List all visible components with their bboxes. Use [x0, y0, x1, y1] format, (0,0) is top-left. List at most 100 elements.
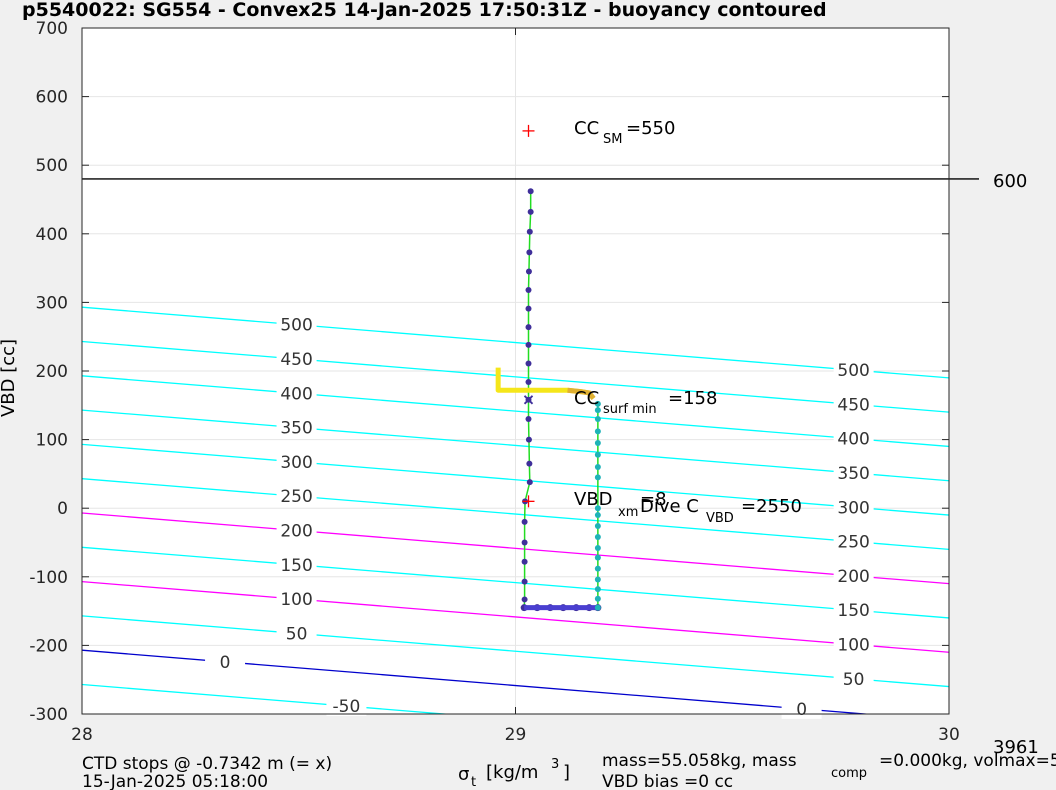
- climb-point: [594, 428, 601, 435]
- contour-label-left-400: 400: [280, 384, 312, 404]
- contour-label-right-450: 450: [837, 395, 869, 415]
- dive-point: [527, 188, 534, 195]
- climb-point: [594, 407, 601, 414]
- contour-label-left-0: 0: [220, 653, 231, 673]
- contour-label-bg: [833, 531, 874, 552]
- contour-line-100: [82, 580, 949, 653]
- contour-label-right-200: 200: [837, 567, 869, 587]
- data-series: [495, 188, 602, 612]
- y-tick-label: 500: [36, 156, 68, 176]
- contour-label-bg: [276, 623, 317, 644]
- y-axis-label: VBD [cc]: [0, 339, 19, 417]
- contour-label-bg: [205, 651, 246, 672]
- climb-point: [594, 534, 601, 541]
- contour-label-bg: [833, 565, 874, 586]
- x-axis-label-close: ]: [563, 762, 570, 783]
- vbd-xm-label: VBD: [574, 489, 613, 510]
- mass-text: mass=55.058kg, mass: [602, 751, 797, 771]
- dive-point: [525, 305, 532, 312]
- dive-c-label: Dive C: [640, 496, 699, 517]
- climb-point: [594, 400, 601, 407]
- contour-label-bg: [276, 589, 317, 610]
- dive-point: [521, 539, 528, 546]
- cc-surf-sub: surf min: [603, 402, 657, 417]
- x-tick-label: 29: [505, 725, 527, 745]
- y-tick-label: 0: [57, 499, 68, 519]
- cc-sm-sub: SM: [603, 132, 622, 147]
- contour-label-left-50: 50: [286, 624, 308, 644]
- y-tick-label: 100: [36, 431, 68, 451]
- cc-surf-value: =158: [668, 388, 717, 409]
- x-tick-label: 30: [938, 725, 960, 745]
- climb-point: [594, 523, 601, 530]
- y-tick-label: 700: [36, 19, 68, 39]
- dive-point: [521, 578, 528, 585]
- dive-point: [525, 287, 532, 294]
- y-tick-label: -100: [29, 568, 68, 588]
- contour-label-bg: [276, 417, 317, 438]
- x-axis-label-sigma: σ: [458, 764, 469, 785]
- contour-label-left--50: -50: [333, 697, 361, 717]
- climb-point: [594, 451, 601, 458]
- climb-point: [594, 440, 601, 447]
- surface-series-tail: [567, 387, 596, 400]
- y-tick-label: 200: [36, 362, 68, 382]
- contour-label-right-400: 400: [837, 430, 869, 450]
- contour-line-500: [82, 306, 949, 379]
- contour-label-left-100: 100: [280, 590, 312, 610]
- climb-point: [594, 604, 601, 611]
- contour-line-250: [82, 478, 949, 551]
- contour-label-right-0: 0: [796, 700, 807, 720]
- contour-label-bg: [326, 696, 367, 717]
- vbd-xm-value: =8: [640, 489, 667, 510]
- contour-line-50: [82, 615, 949, 688]
- mass-comp-value: =0.000kg, volmax=5: [879, 751, 1056, 771]
- dive-point: [526, 249, 533, 256]
- cc-sm-value: =550: [626, 118, 675, 139]
- date-text: 15-Jan-2025 05:18:00: [82, 772, 268, 790]
- climb-point: [594, 544, 601, 551]
- vbd-bias-text: VBD bias =0 cc: [602, 772, 733, 790]
- climb-point: [594, 565, 601, 572]
- dive-point: [525, 324, 532, 331]
- climb-point: [594, 576, 601, 583]
- contour-label-left-250: 250: [280, 487, 312, 507]
- y-tick-label: -300: [29, 705, 68, 725]
- contour-label-bg: [833, 428, 874, 449]
- dive-point: [525, 436, 532, 443]
- contour-label-right-300: 300: [837, 498, 869, 518]
- dive-point: [525, 360, 532, 367]
- contour-label-left-200: 200: [280, 521, 312, 541]
- contour-label-right-50: 50: [843, 670, 865, 690]
- dive-point: [525, 341, 532, 348]
- vbd-xm-sub: xm: [618, 505, 638, 520]
- dive-point: [525, 268, 532, 275]
- dive-point: [521, 518, 528, 525]
- x-axis-label-sup: 3: [551, 757, 559, 772]
- x-tick-label: 28: [71, 725, 93, 745]
- x-tick-labels: 28 29 30: [71, 28, 960, 745]
- climb-point: [594, 416, 601, 423]
- mass-comp-sub: comp: [831, 766, 867, 781]
- contour-line-400: [82, 375, 949, 448]
- y-tick-label: -200: [29, 636, 68, 656]
- contour-label-bg: [833, 360, 874, 381]
- contour-line-450: [82, 340, 949, 413]
- contour-label-left-500: 500: [280, 316, 312, 336]
- ctd-stops-text: CTD stops @ -0.7342 m (= x): [82, 754, 332, 774]
- contour-label-bg: [276, 554, 317, 575]
- contour-label-bg: [833, 600, 874, 621]
- contour-labels: 5005004504504004003503503003002502502002…: [205, 314, 874, 720]
- climb-point: [594, 595, 601, 602]
- dive-point: [521, 558, 528, 565]
- contour-label-bg: [833, 668, 874, 689]
- corner-value: 3961: [993, 737, 1039, 758]
- contour-label-bg: [276, 314, 317, 335]
- contour-label-right-150: 150: [837, 601, 869, 621]
- dive-c-sub: VBD: [706, 511, 734, 526]
- contour-label-right-500: 500: [837, 361, 869, 381]
- climb-point: [594, 505, 601, 512]
- cc-sm-label: CC: [574, 118, 599, 139]
